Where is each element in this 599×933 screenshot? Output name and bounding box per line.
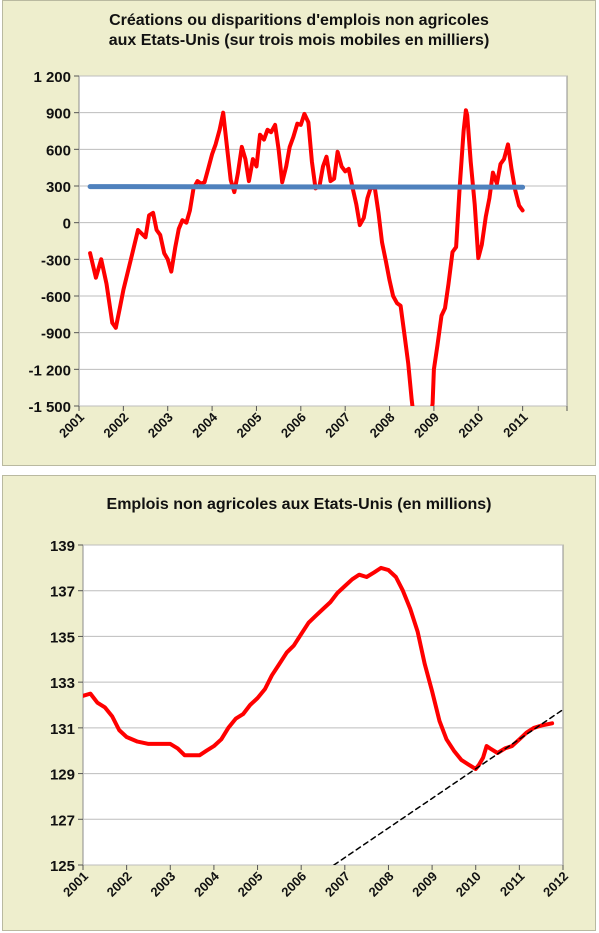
top-chart-y-tick-label: 900 [46, 106, 71, 123]
top-chart-x-tick-label: 2006 [278, 410, 309, 441]
top-chart-x-tick-label: 2007 [322, 410, 353, 441]
bottom-chart-x-tick-label: 2011 [497, 869, 528, 900]
bottom-chart-y-tick-label: 125 [50, 858, 75, 875]
bottom-chart-x-tick-label: 2009 [409, 869, 440, 900]
bottom-chart-y-tick-label: 137 [50, 584, 75, 601]
bottom-chart-plot-area [83, 545, 563, 865]
bottom-chart-x-tick-label: 2008 [366, 869, 397, 900]
top-chart-x-tick-label: 2011 [500, 410, 531, 441]
top-chart-y-tick-label: -1 200 [28, 362, 71, 379]
top-chart-x-tick-label: 2008 [367, 410, 398, 441]
bottom-chart-x-tick-label: 2012 [540, 869, 571, 900]
top-chart-y-tick-label: 600 [46, 142, 71, 159]
bottom-chart-x-tick-label: 2004 [191, 868, 223, 900]
top-chart-y-tick-label: 300 [46, 179, 71, 196]
bottom-chart-x-tick-label: 2010 [453, 869, 484, 900]
bottom-chart-x-tick-label: 2006 [278, 869, 309, 900]
bottom-chart-y-tick-label: 127 [50, 812, 75, 829]
top-chart-reference-line [90, 187, 522, 188]
top-chart-y-tick-label: -300 [41, 252, 71, 269]
top-chart-x-tick-label: 2010 [455, 410, 486, 441]
bottom-chart-y-tick-label: 131 [50, 721, 75, 738]
top-chart-x-tick-label: 2003 [145, 410, 176, 441]
top-chart-y-tick-label: -600 [41, 289, 71, 306]
top-chart-y-tick-label: 0 [63, 216, 71, 233]
top-chart-y-tick-label: 1 200 [33, 69, 71, 86]
bottom-chart-y-tick-label: 129 [50, 767, 75, 784]
top-chart-x-tick-label: 2002 [100, 410, 131, 441]
bottom-chart-x-tick-label: 2007 [322, 869, 353, 900]
top-chart-x-tick-label: 2004 [189, 409, 221, 441]
top-chart-x-tick-label: 2005 [234, 410, 265, 441]
bottom-chart-y-tick-label: 135 [50, 629, 75, 646]
top-chart-x-tick-label: 2009 [411, 410, 442, 441]
top-chart-panel: Créations ou disparitions d'emplois non … [2, 0, 596, 466]
top-chart-y-tick-label: -1 500 [28, 399, 71, 416]
top-chart-svg: 1 200 900 600 300 0 -300 -600 -900 -1 200 -1 500 2… [3, 1, 597, 467]
bottom-chart-x-tick-label: 2002 [104, 869, 135, 900]
bottom-chart-y-tick-label: 133 [50, 675, 75, 692]
bottom-chart-y-tick-label: 139 [50, 538, 75, 555]
bottom-chart-x-tick-label: 2003 [147, 869, 178, 900]
top-chart-plot-area [79, 76, 567, 406]
bottom-chart-x-tick-label: 2005 [235, 869, 266, 900]
top-chart-y-tick-label: -900 [41, 326, 71, 343]
bottom-chart-panel: Emplois non agricoles aux Etats-Unis (en… [2, 475, 596, 931]
